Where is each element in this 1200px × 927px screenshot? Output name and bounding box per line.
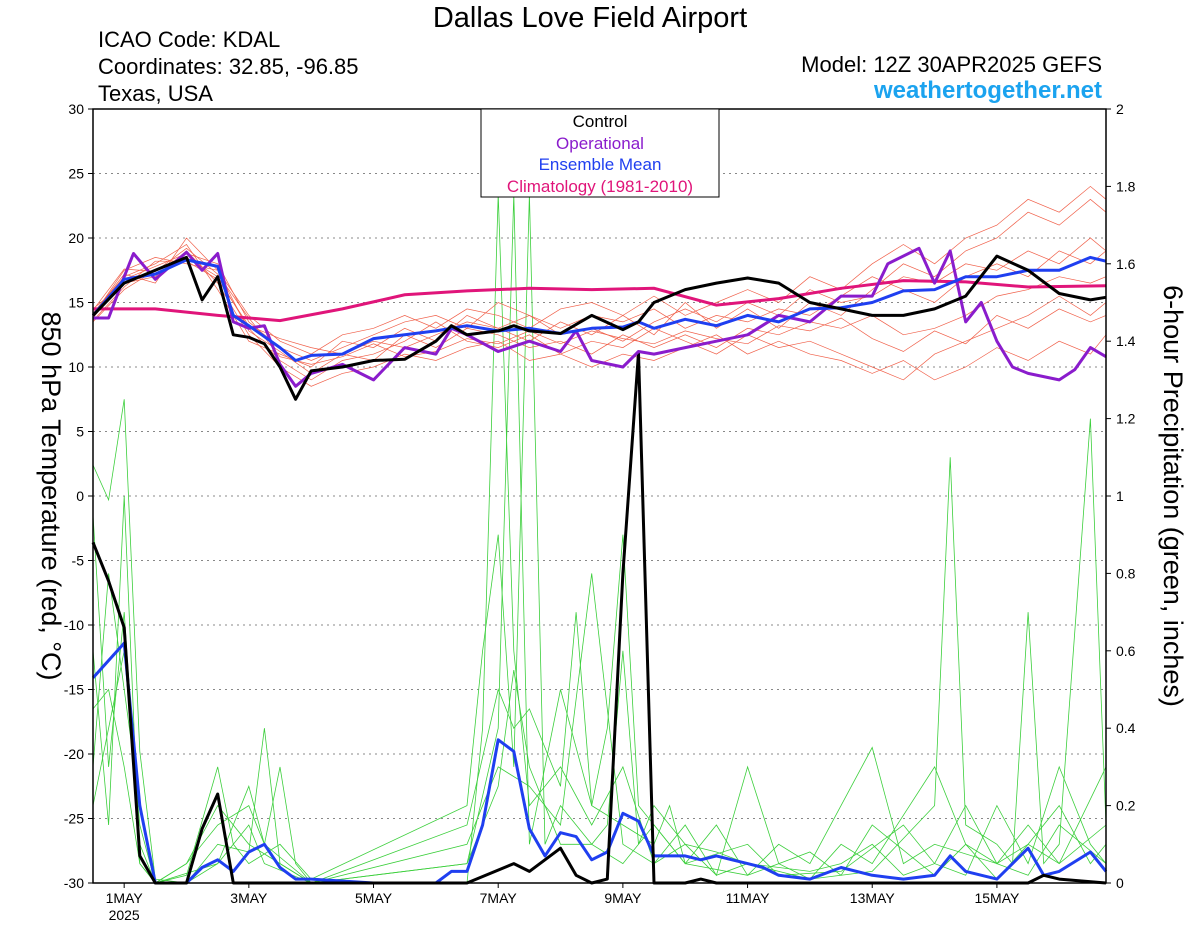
y-tick-label-left: 5 [76, 424, 84, 440]
y-ticks-right: 2 1.8 1.6 1.4 1.2 1 0.8 0.6 0.4 0.2 0 [1106, 101, 1136, 891]
precip-control-line [91, 351, 1107, 885]
y-tick-label-left: 0 [76, 488, 84, 504]
temp-mean-line [91, 255, 1107, 362]
x-tick-label: 11MAY [726, 890, 770, 906]
temp-member-5 [92, 250, 1107, 361]
site-credit: weathertogether.net [873, 77, 1102, 104]
region-label: Texas, USA [98, 81, 213, 106]
x-tick-label: 5MAY [355, 890, 393, 906]
x-tick-label: 15MAY [974, 890, 1020, 906]
y-ticks-left: 30 25 20 15 10 5 0 -5 -10 -15 -20 -25 -30 [64, 101, 93, 891]
y-tick-label-right: 0 [1116, 875, 1124, 891]
legend-box [480, 108, 720, 198]
precip-member-6 [92, 612, 1107, 884]
y-tick-label-left: 10 [68, 359, 84, 375]
temp-member-lines [92, 185, 1107, 387]
legend-control: Control [573, 112, 628, 131]
y-tick-label-right: 1 [1116, 488, 1124, 504]
coordinates: Coordinates: 32.85, -96.85 [98, 54, 359, 79]
precip-mean-line [91, 641, 1108, 885]
x-tick-label: 13MAY [850, 890, 896, 906]
y-tick-label-right: 1.6 [1116, 256, 1136, 272]
y-tick-label-right: 1.8 [1116, 178, 1136, 194]
legend-ensemble-mean: Ensemble Mean [539, 155, 662, 174]
y-tick-label-left: -25 [64, 811, 84, 827]
chart-title: Dallas Love Field Airport [432, 2, 748, 34]
y-tick-label-left: 25 [68, 166, 84, 182]
y-tick-label-left: -5 [72, 553, 85, 569]
y-tick-label-left: 20 [68, 230, 84, 246]
main-series-lines [91, 246, 1108, 885]
y-tick-label-right: 0.6 [1116, 643, 1136, 659]
y-tick-label-left: -30 [64, 875, 84, 891]
precip-member-4 [92, 194, 1107, 884]
y-tick-label-right: 0.8 [1116, 565, 1136, 581]
y-tick-label-left: 30 [68, 101, 84, 117]
model-run-label: Model: 12Z 30APR2025 GEFS [801, 52, 1102, 77]
legend-operational: Operational [556, 134, 644, 153]
y-tick-label-right: 2 [1116, 101, 1124, 117]
y-tick-label-right: 0.2 [1116, 798, 1136, 814]
x-tick-label: 7MAY [480, 890, 518, 906]
legend: Control Operational Ensemble Mean Climat… [480, 108, 720, 198]
y-tick-label-left: -20 [64, 746, 84, 762]
x-tick-year: 2025 [109, 907, 140, 923]
y-axis-label-left: 850 hPa Temperature (red, °C) [36, 312, 66, 681]
x-tick-label: 1MAY [106, 890, 144, 906]
y-axis-label-right: 6-hour Precipitation (green, inches) [1158, 285, 1188, 707]
y-tick-label-left: -15 [64, 682, 84, 698]
temp-member-6 [92, 237, 1107, 374]
precip-member-lines [92, 194, 1107, 884]
y-tick-label-left: -10 [64, 617, 84, 633]
icao-code: ICAO Code: KDAL [98, 27, 281, 52]
y-tick-label-right: 0.4 [1116, 720, 1136, 736]
precip-member-1 [92, 194, 1107, 884]
temp-control-line [91, 254, 1107, 401]
gridlines [93, 173, 1106, 819]
temp-member-4 [92, 250, 1107, 387]
temp-member-1 [92, 198, 1107, 368]
y-tick-label-right: 1.2 [1116, 411, 1136, 427]
precip-member-2 [92, 194, 1107, 884]
y-tick-label-right: 1.4 [1116, 333, 1136, 349]
y-tick-label-left: 15 [68, 295, 84, 311]
x-tick-label: 3MAY [230, 890, 268, 906]
x-tick-label: 9MAY [604, 890, 642, 906]
legend-climatology: Climatology (1981-2010) [507, 177, 693, 196]
climatology-line [93, 279, 1107, 323]
